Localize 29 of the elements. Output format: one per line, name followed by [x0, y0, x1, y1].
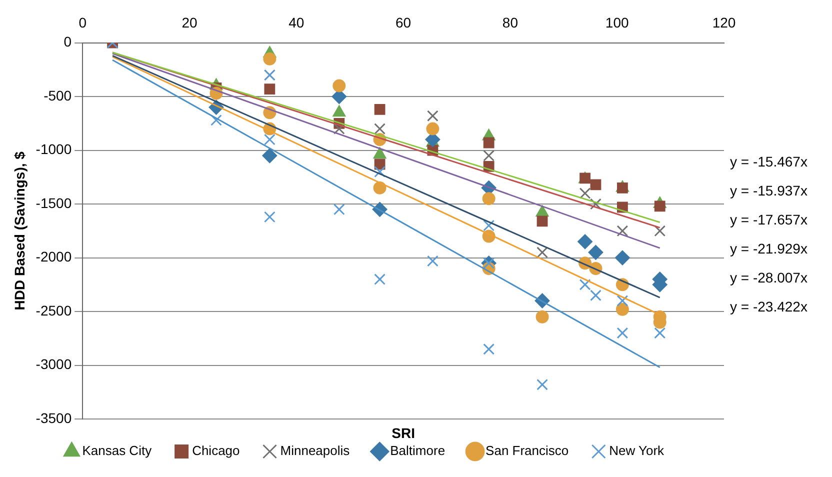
legend-label: Chicago [192, 443, 240, 458]
text: y = -15.467x [730, 154, 808, 170]
text: y = -21.929x [730, 240, 808, 257]
y-tick-label: -2000 [36, 248, 72, 265]
y-tick-label: -3000 [36, 356, 72, 372]
x-tick-label: 40 [288, 14, 304, 30]
x-tick-label: 0 [78, 14, 87, 30]
x-tick-label: 120 [712, 14, 736, 30]
y-tick-label: -3500 [36, 410, 72, 426]
text: y = -28.007x [730, 270, 808, 286]
text: y = -17.657x [730, 212, 808, 228]
x-tick-label: 100 [605, 14, 629, 30]
y-tick-label: -1500 [36, 194, 72, 211]
x-tick-label: 80 [502, 14, 518, 30]
y-tick-label: 0 [64, 34, 72, 50]
y-axis-title: HDD Based (Savings), $ [11, 151, 28, 310]
x-tick-label: 20 [182, 14, 198, 30]
text: y = -15.937x [730, 182, 808, 199]
legend-label: Minneapolis [280, 443, 350, 458]
x-tick-label: 60 [396, 14, 412, 30]
x-axis-title: SRI [392, 424, 415, 441]
y-tick-label: -2500 [36, 302, 72, 318]
legend-label: New York [609, 443, 665, 458]
legend-label: Kansas City [82, 443, 152, 458]
legend-label: Baltimore [390, 443, 446, 458]
y-tick-label: -500 [44, 87, 72, 104]
y-tick-label: -1000 [36, 141, 72, 158]
legend-label: San Francisco [486, 443, 569, 458]
text: y = -23.422x [730, 298, 808, 315]
